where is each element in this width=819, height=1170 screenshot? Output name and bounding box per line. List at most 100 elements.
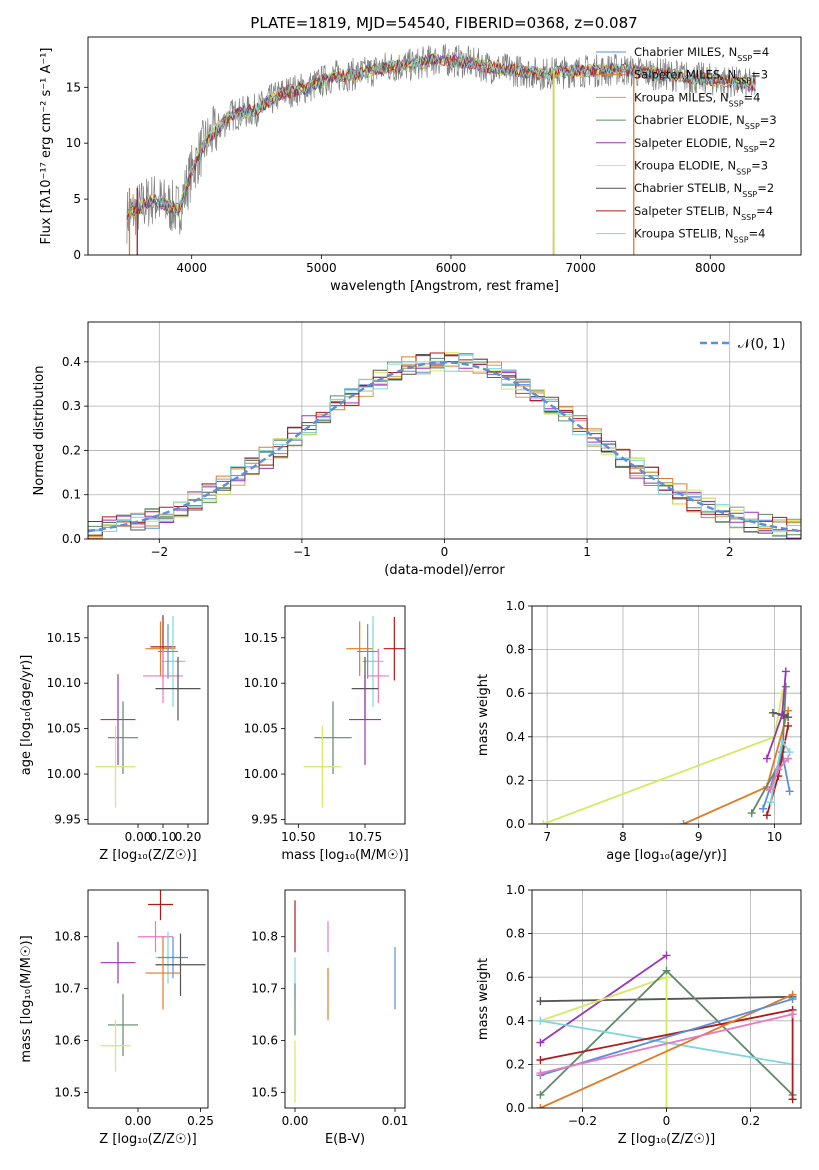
axes-frame — [531, 605, 802, 825]
weight-marker — [766, 798, 775, 807]
x-tick-label: −2 — [150, 545, 168, 559]
y-tick-label: 0.2 — [506, 1057, 525, 1071]
weight-marker — [747, 809, 756, 818]
y-tick-label: 0.4 — [506, 1014, 525, 1028]
x-tick-label: 6000 — [436, 261, 467, 275]
weight-marker — [759, 804, 768, 813]
legend-entry: Salpeter MILES, NSSP=3 — [634, 68, 768, 86]
y-tick-label: 15 — [66, 80, 81, 94]
weight-marker — [536, 1056, 545, 1065]
x-tick-label: 0.10 — [150, 830, 177, 844]
weight-marker — [784, 754, 793, 763]
y-tick-label: 10.8 — [54, 930, 81, 944]
weight-marker — [536, 1104, 545, 1108]
x-tick-label: 0 — [663, 1114, 671, 1128]
x-axis-label: wavelength [Angstrom, rest frame] — [330, 279, 559, 294]
y-tick-label: 0.4 — [506, 730, 525, 744]
legend-entry: Kroupa STELIB, NSSP=4 — [634, 227, 765, 245]
y-tick-label: 0.2 — [62, 443, 81, 457]
y-tick-label: 10.7 — [251, 982, 278, 996]
weight-marker — [788, 1010, 797, 1019]
legend-entry: Salpeter ELODIE, NSSP=2 — [634, 136, 776, 154]
weight-marker — [788, 995, 797, 1003]
weight-marker — [788, 1095, 797, 1104]
plot-area — [294, 900, 396, 1103]
legend-entry: Chabrier STELIB, NSSP=2 — [634, 181, 774, 199]
y-tick-label: 10.15 — [47, 631, 81, 645]
x-tick-label: 0.00 — [125, 1114, 152, 1128]
x-tick-label: 0.25 — [187, 1114, 214, 1128]
x-tick-label: 4000 — [176, 261, 207, 275]
y-tick-label: 10.15 — [244, 631, 278, 645]
y-tick-label: 10.5 — [251, 1085, 278, 1099]
y-axis-label: Normed distribution — [32, 366, 47, 496]
y-tick-label: 0.6 — [506, 686, 525, 700]
x-tick-label: 0.00 — [282, 1114, 309, 1128]
x-tick-label: 8000 — [695, 261, 726, 275]
weight-marker — [781, 667, 790, 676]
weight-line — [543, 693, 783, 824]
weight-marker — [679, 820, 688, 824]
weight-line — [540, 993, 793, 1108]
axes-frame — [531, 889, 802, 1109]
y-tick-label: 0.6 — [506, 970, 525, 984]
y-tick-label: 10.7 — [54, 982, 81, 996]
weight-marker — [781, 682, 790, 691]
y-tick-label: 0.0 — [506, 1101, 525, 1115]
weight-marker — [784, 713, 793, 722]
axes-frame — [87, 889, 209, 1109]
x-axis-label: age [log₁₀(age/yr)] — [606, 848, 727, 863]
weight-marker — [662, 951, 671, 960]
weight-marker — [536, 1016, 545, 1025]
weight-marker — [762, 754, 771, 763]
y-tick-label: 10.00 — [47, 767, 81, 781]
y-axis-label: age [log₁₀(age/yr)] — [19, 655, 34, 776]
axes-frame — [284, 889, 406, 1109]
x-tick-label: −0.2 — [568, 1114, 597, 1128]
y-tick-label: 5 — [73, 192, 81, 206]
y-tick-label: 0.8 — [506, 643, 525, 657]
weight-marker — [536, 1090, 545, 1099]
spectrum-model-line — [126, 53, 756, 218]
y-tick-label: 0.2 — [506, 773, 525, 787]
y-tick-label: 0 — [73, 248, 81, 262]
weight-marker — [536, 1069, 545, 1078]
x-tick-label: 10 — [767, 830, 782, 844]
y-tick-label: 10.05 — [244, 722, 278, 736]
plot-area — [303, 615, 405, 808]
x-tick-label: 8 — [619, 830, 627, 844]
axes-frame — [87, 605, 209, 825]
legend-entry: Chabrier ELODIE, NSSP=3 — [634, 113, 777, 131]
weight-marker — [762, 811, 771, 820]
x-axis-label: (data-model)/error — [384, 563, 505, 578]
x-axis-label: mass [log₁₀(M/M☉)] — [281, 848, 408, 863]
y-tick-label: 10 — [66, 136, 81, 150]
x-tick-label: 0.20 — [175, 830, 202, 844]
y-tick-label: 0.0 — [506, 817, 525, 831]
y-tick-label: 9.95 — [251, 812, 278, 826]
weight-marker — [784, 721, 793, 730]
plot-area — [536, 951, 797, 1108]
y-tick-label: 10.05 — [47, 722, 81, 736]
weight-marker — [785, 787, 794, 796]
legend-entry: 𝒩(0, 1) — [738, 337, 785, 352]
plot-area — [539, 667, 794, 824]
y-tick-label: 1.0 — [506, 599, 525, 613]
weight-marker — [662, 966, 671, 975]
x-tick-label: 0.01 — [382, 1114, 409, 1128]
plot-area — [95, 615, 201, 808]
x-axis-label: Z [log₁₀(Z/Z☉)] — [618, 1132, 715, 1147]
histogram-step — [88, 354, 801, 539]
weight-marker — [778, 737, 787, 746]
x-axis-label: Z [log₁₀(Z/Z☉)] — [99, 1132, 196, 1147]
x-tick-label: 7000 — [565, 261, 596, 275]
plot-area — [126, 43, 756, 255]
weight-marker — [662, 1104, 671, 1108]
weight-marker — [778, 711, 787, 719]
y-tick-label: 9.95 — [54, 812, 81, 826]
x-tick-label: 10.75 — [348, 830, 382, 844]
y-tick-label: 10.6 — [251, 1034, 278, 1048]
y-axis-label: mass weight — [476, 958, 491, 1040]
plot-area — [100, 890, 206, 1072]
